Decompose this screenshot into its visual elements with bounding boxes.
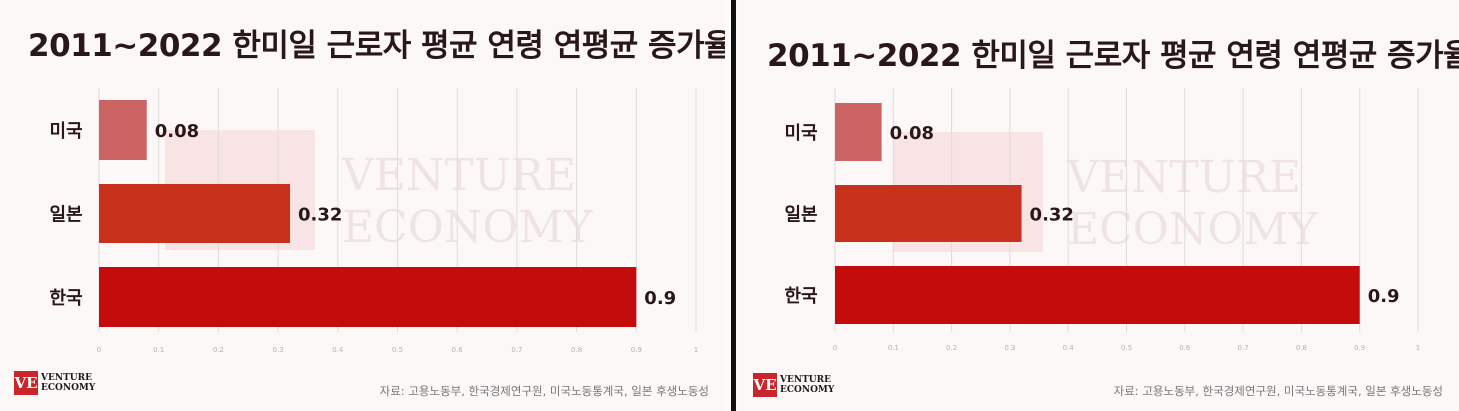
logo-line-2: ECONOMY xyxy=(780,385,835,395)
category-label: 일본 xyxy=(49,205,82,226)
watermark-text: ECONOMY xyxy=(342,202,593,253)
chart-panel-right: VENTURE ECONOMY 0 0.1 0.2 0.3 0.4 0.5 0.6 0.7 0.8 0… xyxy=(741,0,1459,411)
watermark-text: VENTURE xyxy=(1066,152,1301,203)
watermark-text: VENTURE xyxy=(341,150,576,201)
value-label: 0.32 xyxy=(1030,205,1074,226)
logo-line-1: VENTURE xyxy=(780,375,831,385)
x-tick-label: 0.7 xyxy=(1238,344,1249,352)
logo-text: VENTURE ECONOMY xyxy=(780,375,834,395)
x-tick-label: 1 xyxy=(1416,344,1420,352)
value-label: 0.9 xyxy=(1368,286,1400,307)
x-tick-label: 0.3 xyxy=(273,346,284,354)
x-tick-label: 0.7 xyxy=(511,346,522,354)
value-label: 0.08 xyxy=(155,121,199,142)
x-tick-label: 0.5 xyxy=(1121,344,1132,352)
x-tick-label: 0.4 xyxy=(1063,344,1075,352)
x-tick-label: 0 xyxy=(833,344,837,352)
bar-1 xyxy=(99,184,291,243)
category-label: 일본 xyxy=(784,205,817,226)
chart-title: 2011~2022 한미일 근로자 평균 연령 연평균 증가율 xyxy=(767,38,1459,74)
value-label: 0.32 xyxy=(298,205,342,226)
x-tick-label: 0.5 xyxy=(392,346,403,354)
logo-line-2: ECONOMY xyxy=(41,383,96,393)
category-label: 미국 xyxy=(49,121,82,142)
value-label: 0.08 xyxy=(890,123,934,144)
panel-divider xyxy=(731,0,736,411)
source-note: 자료: 고용노동부, 한국경제연구원, 미국노동통계국, 일본 후생노동성 xyxy=(1113,384,1443,398)
category-label: 한국 xyxy=(49,288,82,309)
x-tick-label: 0.9 xyxy=(631,346,642,354)
x-tick-label: 0.1 xyxy=(888,344,899,352)
logo-line-1: VENTURE xyxy=(41,373,92,383)
x-tick-label: 0.3 xyxy=(1004,344,1015,352)
value-label: 0.9 xyxy=(644,288,676,309)
bar-2 xyxy=(835,266,1360,324)
x-tick-label: 0 xyxy=(97,346,101,354)
source-note: 자료: 고용노동부, 한국경제연구원, 미국노동통계국, 일본 후생노동성 xyxy=(379,384,709,398)
brand-logo: VE VENTURE ECONOMY xyxy=(14,371,95,395)
x-tick-label: 0.2 xyxy=(213,346,224,354)
logo-mark-icon: VE xyxy=(753,373,777,397)
x-tick-label: 0.6 xyxy=(1179,344,1191,352)
bar-0 xyxy=(99,100,147,160)
x-tick-label: 0.4 xyxy=(332,346,344,354)
x-tick-label: 0.2 xyxy=(946,344,957,352)
x-tick-label: 1 xyxy=(694,346,698,354)
x-tick-label: 0.1 xyxy=(153,346,164,354)
watermark-text: ECONOMY xyxy=(1067,204,1318,255)
x-tick-label: 0.8 xyxy=(571,346,582,354)
x-tick-label: 0.6 xyxy=(452,346,464,354)
category-label: 미국 xyxy=(784,123,817,144)
bar-0 xyxy=(835,103,882,161)
chart-title: 2011~2022 한미일 근로자 평균 연령 연평균 증가율 xyxy=(28,28,725,64)
logo-text: VENTURE ECONOMY xyxy=(41,373,95,393)
brand-logo: VE VENTURE ECONOMY xyxy=(753,373,834,397)
logo-mark-icon: VE xyxy=(14,371,38,395)
bar-2 xyxy=(99,267,637,327)
x-tick-label: 0.8 xyxy=(1296,344,1307,352)
chart-panel-left: VENTURE ECONOMY 0 0.1 0.2 0.3 0.4 0.5 0.6 0.7 0.8 0… xyxy=(0,0,725,411)
category-label: 한국 xyxy=(784,286,817,307)
bar-1 xyxy=(835,185,1022,242)
x-tick-label: 0.9 xyxy=(1354,344,1365,352)
